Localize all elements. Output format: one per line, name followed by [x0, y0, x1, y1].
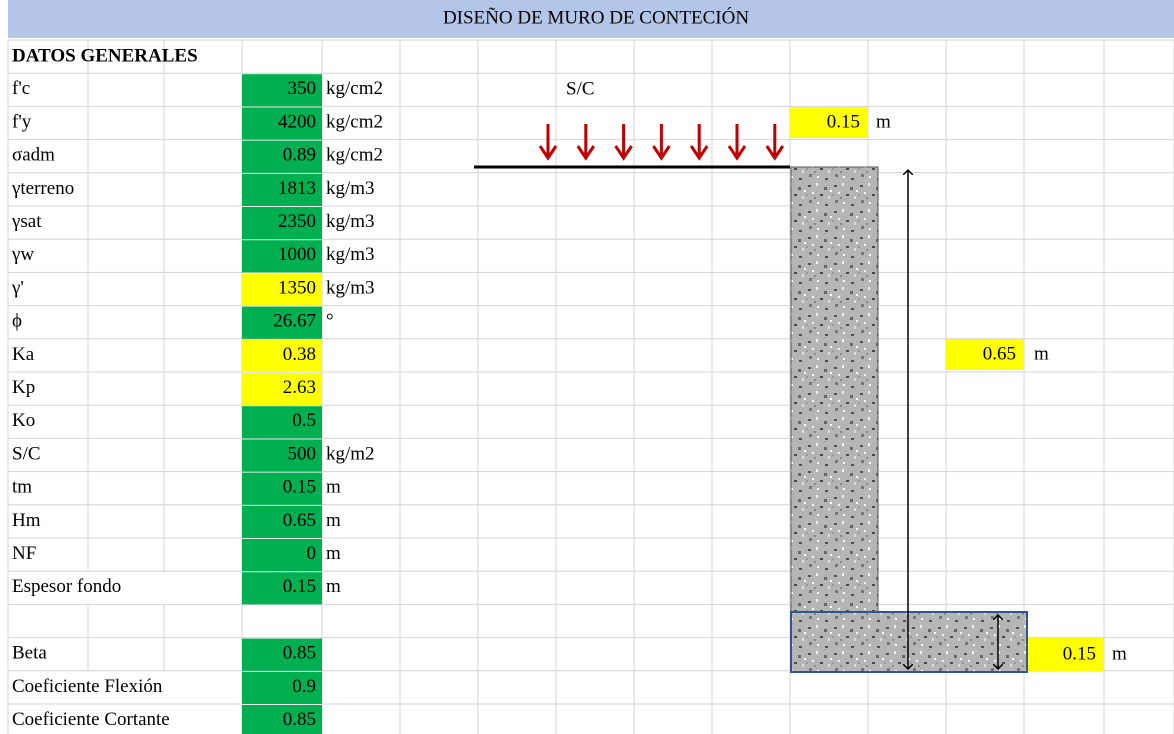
parameter-label: ϕ: [12, 311, 22, 332]
cells: f'c 350 kg/cm2 f'y 4200 kg/cm2 σadm 0.89 kg/cm2 γ…: [11, 74, 383, 734]
load-arrow: [614, 124, 633, 161]
parameter-unit: °: [326, 311, 334, 332]
parameter-unit: kg/cm2: [326, 111, 383, 132]
parameter-value: 1813: [278, 178, 316, 199]
parameter-label: Hm: [12, 510, 41, 531]
value-cell: [242, 107, 322, 140]
parameter-unit: m: [326, 510, 341, 531]
parameter-value: 4200: [278, 111, 316, 132]
parameter-unit: kg/m3: [326, 211, 375, 232]
parameter-label: γ': [11, 277, 24, 298]
parameter-label: Beta: [12, 643, 47, 664]
value-cell: [242, 373, 322, 406]
parameter-unit: kg/m3: [326, 244, 375, 265]
parameter-label: γw: [11, 244, 34, 265]
wall-footing: [790, 611, 1028, 673]
value-cell: [242, 173, 322, 206]
top-width-cell: [790, 107, 868, 138]
value-cell: [242, 638, 322, 671]
parameter-label: Ka: [12, 344, 35, 365]
sheet-title: DISEÑO DE MURO DE CONTECIÓN: [443, 6, 749, 28]
title-band: [8, 0, 1174, 38]
value-cell: [242, 472, 322, 505]
parameter-label: f'y: [12, 111, 32, 132]
top-width-value: 0.15: [827, 111, 860, 132]
value-cell: [242, 140, 322, 173]
parameter-value: 0.15: [283, 477, 316, 498]
load-arrow: [538, 124, 558, 161]
surcharge-arrows: [538, 124, 785, 161]
parameter-value: 0.38: [283, 344, 316, 365]
parameter-label: Kp: [12, 377, 35, 398]
parameter-value: 350: [288, 78, 317, 99]
parameter-unit: kg/cm2: [326, 78, 383, 99]
value-cell: [242, 705, 322, 734]
height-value: 0.65: [983, 343, 1016, 364]
parameter-label: S/C: [12, 443, 41, 464]
parameter-label: Coeficiente Flexión: [12, 676, 163, 697]
parameter-label: γsat: [11, 211, 42, 232]
load-arrow: [765, 124, 785, 161]
surcharge-label: S/C: [566, 78, 595, 99]
parameter-label: γterreno: [11, 178, 74, 199]
load-arrow: [576, 124, 596, 161]
value-cell: [242, 74, 322, 107]
value-cell: [242, 306, 322, 339]
parameter-label: Espesor fondo: [12, 576, 121, 597]
parameter-value: 26.67: [273, 311, 316, 332]
parameter-unit: kg/m2: [326, 443, 375, 464]
parameter-value: 0.9: [292, 676, 316, 697]
value-cell: [242, 207, 322, 240]
value-cell: [242, 671, 322, 704]
parameter-label: Coeficiente Cortante: [12, 709, 170, 730]
parameter-value: 0.89: [283, 145, 316, 166]
base-cell: [1028, 638, 1104, 671]
parameter-unit: m: [326, 477, 341, 498]
base-unit: m: [1112, 643, 1127, 664]
value-cell: [242, 505, 322, 538]
parameter-unit: kg/m3: [326, 277, 375, 298]
wall-diagram: S/C 0.15 m 0.65 m 0.15 m: [474, 78, 1127, 673]
base-value: 0.15: [1063, 643, 1096, 664]
parameter-value: 0.5: [292, 410, 316, 431]
parameter-value: 1350: [278, 277, 316, 298]
load-arrow: [652, 124, 671, 161]
value-cell: [242, 572, 322, 605]
parameter-label: f'c: [12, 78, 30, 99]
parameter-unit: kg/m3: [326, 178, 375, 199]
parameter-value: 0.15: [283, 576, 316, 597]
value-cell: [242, 406, 322, 439]
value-cell: [242, 339, 322, 372]
value-cell: [242, 240, 322, 273]
section-title: DATOS GENERALES: [12, 45, 198, 66]
parameter-value: 2.63: [283, 377, 316, 398]
load-arrow: [689, 124, 709, 161]
value-cell: [242, 539, 322, 572]
parameter-value: 0.85: [283, 709, 316, 730]
value-cell: [242, 273, 322, 306]
parameter-unit: m: [326, 576, 341, 597]
parameter-value: 0.65: [283, 510, 316, 531]
load-arrow: [727, 124, 747, 161]
parameter-value: 1000: [278, 244, 316, 265]
height-cell: [946, 339, 1024, 370]
parameter-label: NF: [12, 543, 36, 564]
parameter-value: 500: [288, 443, 317, 464]
parameter-unit: kg/cm2: [326, 145, 383, 166]
value-cell: [242, 439, 322, 472]
parameter-value: 0.85: [283, 643, 316, 664]
wall-stem: [790, 166, 879, 613]
parameter-label: tm: [12, 477, 32, 498]
parameter-value: 2350: [278, 211, 316, 232]
top-width-unit: m: [876, 111, 891, 132]
parameter-value: 0: [307, 543, 317, 564]
parameter-label: Ko: [12, 410, 35, 431]
parameter-unit: m: [326, 543, 341, 564]
height-unit: m: [1034, 343, 1049, 364]
parameter-label: σadm: [12, 145, 55, 166]
